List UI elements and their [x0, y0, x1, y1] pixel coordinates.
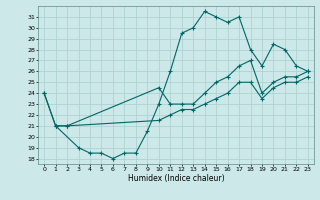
- X-axis label: Humidex (Indice chaleur): Humidex (Indice chaleur): [128, 174, 224, 183]
